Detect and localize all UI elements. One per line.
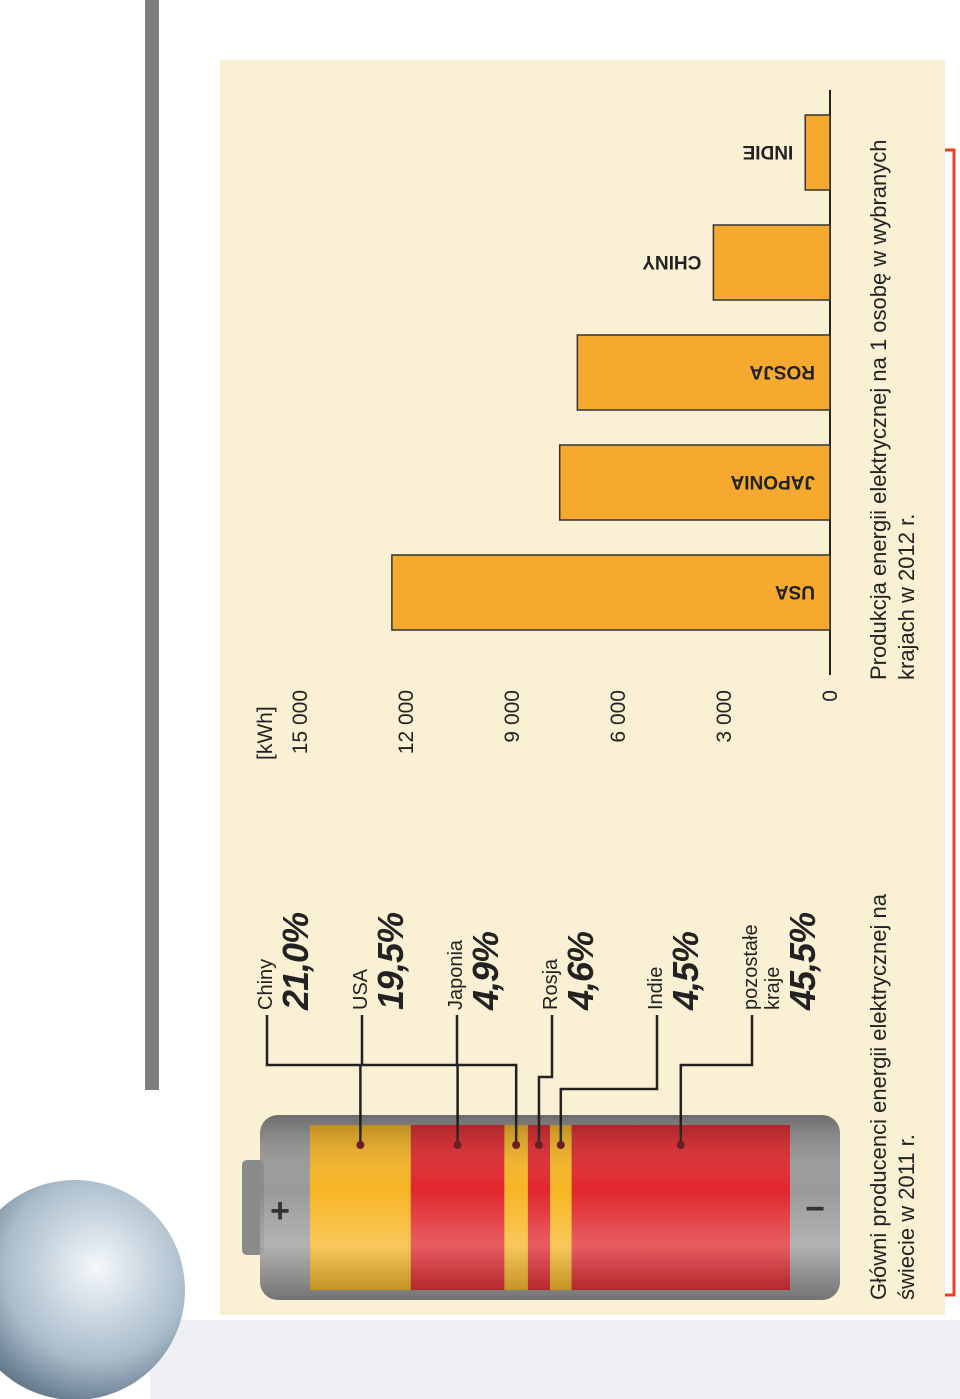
bar bbox=[576, 334, 831, 411]
chart: + − [kWh] 0 3 000 6 000 9 000 12 000 15 000 USA JA… bbox=[242, 90, 842, 1300]
leader-line bbox=[679, 1015, 754, 1145]
axis-unit: [kWh] bbox=[254, 706, 277, 760]
y-tick-label: 12 000 bbox=[395, 690, 418, 754]
category-label: Rosja bbox=[540, 958, 562, 1010]
value-label: 21,0% bbox=[275, 912, 316, 1010]
category-label: Japonia bbox=[445, 939, 467, 1010]
battery-terminal bbox=[242, 1160, 264, 1255]
category-label: JAPONIA bbox=[730, 471, 815, 492]
battery-label: Chiny 21,0% bbox=[255, 890, 316, 1010]
battery-label: pozostałe kraje 45,5% bbox=[740, 890, 823, 1010]
category-label: USA bbox=[350, 968, 372, 1010]
pattern bbox=[150, 1320, 960, 1399]
battery-label: Indie 4,5% bbox=[645, 890, 706, 1010]
y-tick-label: 6 000 bbox=[607, 690, 630, 743]
category-label: USA bbox=[775, 581, 815, 602]
leader-line bbox=[360, 1015, 459, 1145]
y-tick-label: 0 bbox=[819, 690, 842, 702]
category-label: Chiny bbox=[255, 958, 277, 1010]
category-label: pozostałe kraje bbox=[740, 924, 784, 1010]
value-label: 4,9% bbox=[465, 931, 506, 1010]
bar bbox=[804, 114, 831, 191]
y-tick-label: 3 000 bbox=[713, 690, 736, 743]
globe bbox=[0, 1180, 185, 1399]
bar bbox=[558, 444, 831, 521]
value-label: 4,6% bbox=[560, 931, 601, 1010]
leader-line bbox=[537, 1015, 554, 1145]
infographic: + − [kWh] 0 3 000 6 000 9 000 12 000 15 000 USA JA… bbox=[220, 60, 945, 1315]
leader-line bbox=[265, 1015, 362, 1145]
value-label: 19,5% bbox=[370, 912, 411, 1010]
category-label: Indie bbox=[645, 966, 667, 1010]
side-bar bbox=[145, 0, 159, 1090]
battery-shading bbox=[260, 1115, 840, 1300]
bar bbox=[712, 224, 831, 301]
terminal-sign: + bbox=[270, 1192, 290, 1230]
battery-label: Japonia 4,9% bbox=[445, 890, 506, 1010]
category-label: INDIE bbox=[743, 141, 794, 162]
bar bbox=[391, 554, 831, 631]
category-label: CHINY bbox=[642, 251, 701, 272]
caption: Główni producenci energii elektrycznej n… bbox=[866, 894, 919, 1300]
value-label: 4,5% bbox=[665, 931, 706, 1010]
caption: Produkcja energii elektrycznej na 1 osob… bbox=[866, 139, 919, 680]
value-label: 45,5% bbox=[782, 912, 823, 1010]
category-label: ROSJA bbox=[749, 361, 815, 382]
y-tick-label: 9 000 bbox=[501, 690, 524, 743]
terminal-sign: − bbox=[805, 1190, 825, 1228]
y-tick-label: 15 000 bbox=[289, 690, 312, 754]
leader-line bbox=[455, 1015, 518, 1145]
battery-label: USA 19,5% bbox=[350, 890, 411, 1010]
battery-label: Rosja 4,6% bbox=[540, 890, 601, 1010]
